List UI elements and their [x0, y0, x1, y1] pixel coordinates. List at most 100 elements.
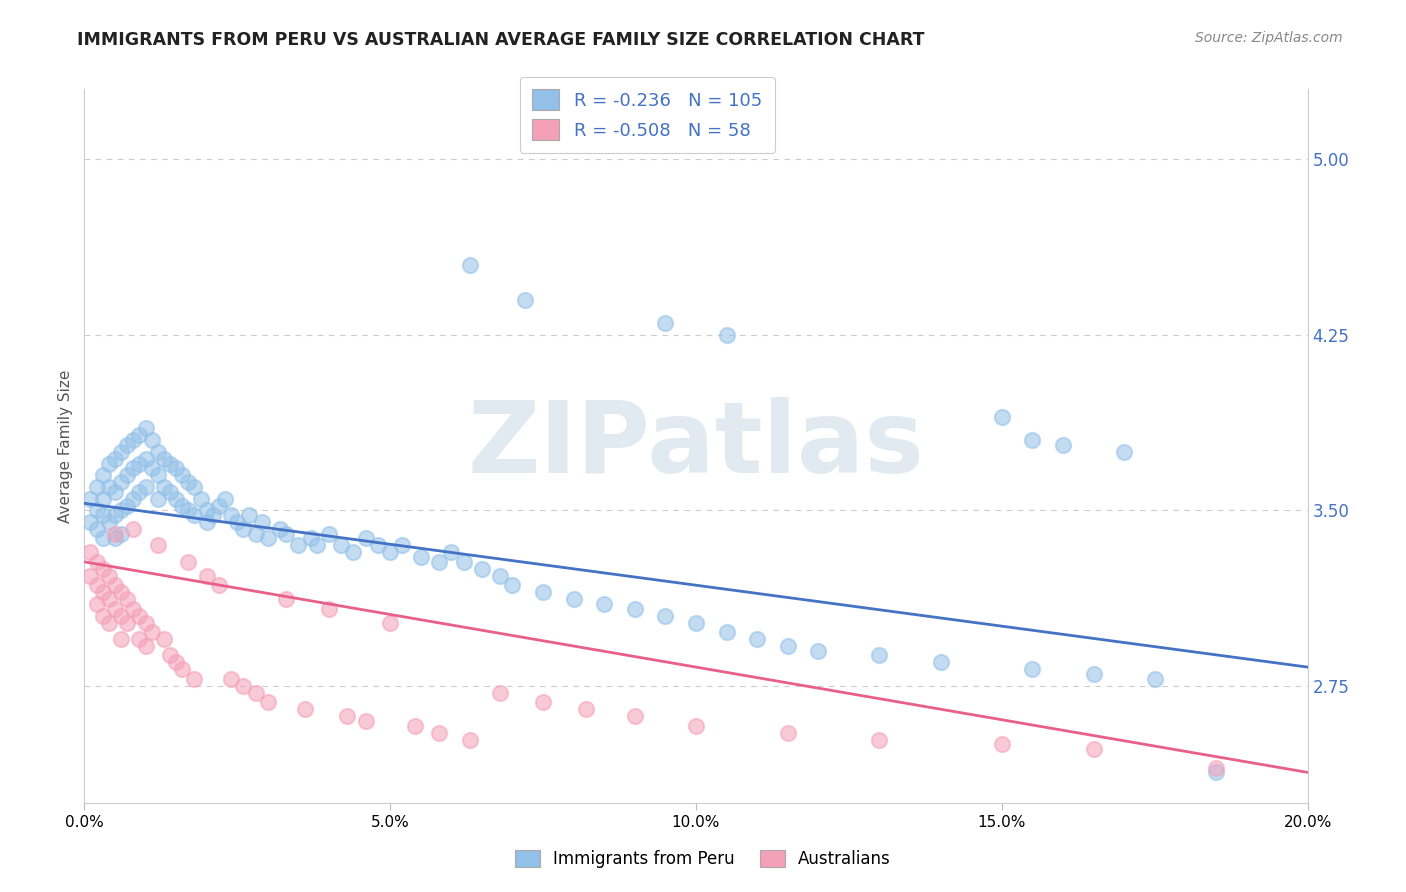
Point [380, 615, 402, 630]
Point [458, 732, 481, 747]
Point [79, 491, 101, 506]
Point [79, 545, 101, 559]
Point [97, 515, 120, 529]
Point [141, 433, 163, 447]
Point [115, 438, 138, 452]
Point [624, 601, 647, 615]
Point [104, 484, 127, 499]
Point [183, 672, 205, 686]
Point [685, 615, 707, 630]
Legend: Immigrants from Peru, Australians: Immigrants from Peru, Australians [509, 843, 897, 875]
Point [226, 515, 249, 529]
Point [219, 672, 242, 686]
Point [245, 526, 267, 541]
Point [97, 615, 120, 630]
Point [1052, 438, 1074, 452]
Point [336, 709, 359, 723]
Point [562, 592, 585, 607]
Point [257, 695, 280, 709]
Point [135, 639, 157, 653]
Point [299, 532, 322, 546]
Point [122, 522, 145, 536]
Point [747, 632, 769, 646]
Point [991, 409, 1014, 424]
Point [122, 433, 145, 447]
Point [183, 480, 205, 494]
Point [807, 644, 830, 658]
Point [654, 608, 676, 623]
Point [269, 522, 291, 536]
Point [458, 258, 481, 272]
Point [427, 725, 450, 739]
Point [238, 508, 260, 522]
Point [153, 480, 176, 494]
Point [342, 545, 364, 559]
Point [115, 499, 138, 513]
Point [153, 451, 176, 466]
Point [159, 484, 181, 499]
Point [991, 737, 1014, 751]
Point [135, 615, 157, 630]
Point [97, 569, 120, 583]
Point [489, 569, 512, 583]
Point [404, 718, 426, 732]
Point [104, 532, 127, 546]
Point [110, 585, 132, 599]
Point [232, 522, 254, 536]
Point [624, 709, 647, 723]
Point [128, 484, 150, 499]
Point [869, 732, 891, 747]
Point [110, 475, 132, 490]
Point [104, 526, 127, 541]
Point [91, 562, 114, 576]
Point [165, 461, 187, 475]
Point [219, 508, 242, 522]
Text: IMMIGRANTS FROM PERU VS AUSTRALIAN AVERAGE FAMILY SIZE CORRELATION CHART: IMMIGRANTS FROM PERU VS AUSTRALIAN AVERA… [77, 31, 925, 49]
Point [86, 597, 108, 611]
Point [367, 538, 389, 552]
Point [135, 480, 157, 494]
Point [330, 538, 353, 552]
Point [716, 327, 738, 342]
Point [172, 662, 194, 676]
Point [453, 555, 475, 569]
Point [86, 480, 108, 494]
Point [276, 592, 298, 607]
Point [146, 445, 169, 459]
Point [128, 608, 150, 623]
Point [110, 526, 132, 541]
Point [513, 293, 536, 307]
Point [110, 608, 132, 623]
Point [153, 632, 176, 646]
Point [427, 555, 450, 569]
Point [110, 632, 132, 646]
Point [91, 585, 114, 599]
Point [115, 468, 138, 483]
Point [122, 601, 145, 615]
Point [195, 515, 218, 529]
Point [1021, 433, 1043, 447]
Point [685, 718, 707, 732]
Point [294, 702, 316, 716]
Point [214, 491, 236, 506]
Point [502, 578, 524, 592]
Point [287, 538, 309, 552]
Point [305, 538, 328, 552]
Point [654, 316, 676, 330]
Point [159, 648, 181, 663]
Point [159, 457, 181, 471]
Point [146, 468, 169, 483]
Point [165, 656, 187, 670]
Point [177, 555, 200, 569]
Point [91, 508, 114, 522]
Point [104, 451, 127, 466]
Point [593, 597, 616, 611]
Point [110, 503, 132, 517]
Point [97, 592, 120, 607]
Point [318, 526, 340, 541]
Point [1143, 672, 1166, 686]
Text: ZIPatlas: ZIPatlas [468, 398, 924, 494]
Point [776, 639, 799, 653]
Point [1083, 667, 1105, 681]
Point [1021, 662, 1043, 676]
